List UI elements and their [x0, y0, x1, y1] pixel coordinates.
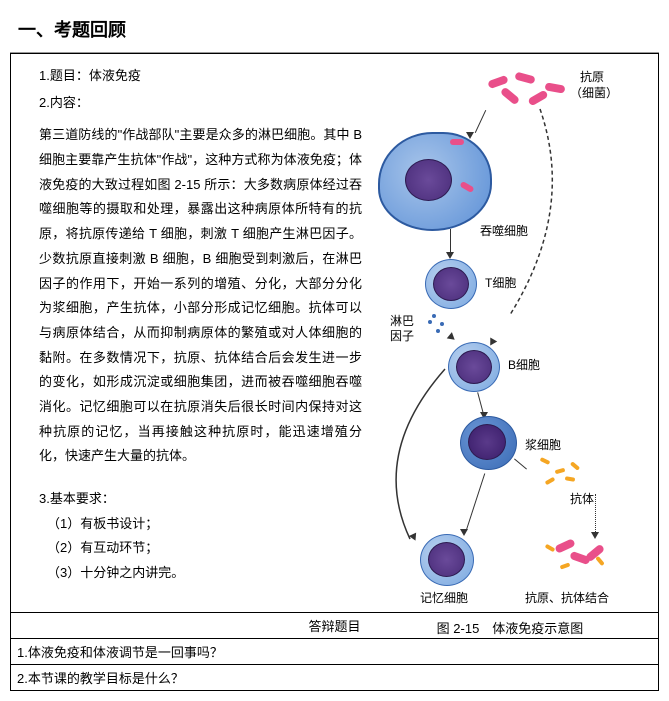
- requirements: 3.基本要求： （1）有板书设计； （2）有互动环节； （3）十分钟之内讲完。: [39, 487, 362, 586]
- antibody-icon: [565, 476, 576, 482]
- plasma-label: 浆细胞: [525, 436, 561, 453]
- t-cell-nucleus: [433, 267, 469, 301]
- antibody-icon: [545, 477, 556, 485]
- antigen-label: 抗原: [580, 68, 604, 85]
- antibody-icon: [540, 457, 551, 465]
- req-1: （1）有板书设计；: [39, 512, 362, 537]
- text-column: 1.题目：体液免疫 2.内容： 第三道防线的"作战部队"主要是众多的淋巴细胞。其…: [39, 64, 370, 604]
- antibody-icon: [555, 468, 566, 474]
- arrow-line: [466, 473, 485, 530]
- top-panel: 1.题目：体液免疫 2.内容： 第三道防线的"作战部队"主要是众多的淋巴细胞。其…: [11, 54, 658, 612]
- lymphokine-dot: [432, 314, 436, 318]
- binding-label: 抗原、抗体结合: [525, 589, 609, 606]
- bacteria-icon: [514, 72, 535, 85]
- bacteria-label: （细菌）: [570, 84, 618, 101]
- bacteria-icon: [544, 82, 565, 93]
- req-3: （3）十分钟之内讲完。: [39, 561, 362, 586]
- antibody-icon: [545, 544, 556, 552]
- arrow-head: [447, 332, 458, 343]
- curve-arrow: [380, 364, 460, 544]
- arrow-head: [591, 532, 599, 539]
- plasma-nucleus: [468, 424, 506, 460]
- dashed-arrow: [510, 104, 610, 354]
- arrow-head: [446, 252, 454, 259]
- antibody-icon: [595, 556, 604, 566]
- title-line: 1.题目：体液免疫: [39, 64, 362, 89]
- req-header: 3.基本要求：: [39, 487, 362, 512]
- lymphokine-label2: 因子: [390, 327, 414, 344]
- arrow-line: [475, 110, 486, 133]
- lymphokine-dot: [440, 322, 444, 326]
- bacteria-icon: [450, 139, 464, 145]
- bacteria-icon: [500, 87, 520, 106]
- memory-label: 记忆细胞: [420, 589, 468, 606]
- bcell-label: B细胞: [508, 356, 540, 373]
- dotted-line: [595, 494, 596, 534]
- antibody-icon: [570, 461, 580, 470]
- arrow-line: [450, 229, 451, 254]
- figure-caption: 图 2-15 体液免疫示意图: [370, 618, 650, 637]
- lymphokine-dot: [436, 329, 440, 333]
- question-1: 1.体液免疫和体液调节是一回事吗？: [11, 638, 658, 664]
- lymphokine-dot: [428, 320, 432, 324]
- antibody-label: 抗体: [570, 490, 594, 507]
- antibody-icon: [560, 562, 571, 569]
- b-cell-nucleus: [456, 350, 492, 384]
- arrow-line: [477, 392, 484, 414]
- content-line: 2.内容：: [39, 91, 362, 116]
- req-2: （2）有互动环节；: [39, 536, 362, 561]
- arrow-head: [460, 529, 468, 536]
- arrow-line: [514, 458, 527, 469]
- main-container: 1.题目：体液免疫 2.内容： 第三道防线的"作战部队"主要是众多的淋巴细胞。其…: [10, 53, 659, 691]
- section-header: 一、考题回顾: [10, 10, 659, 53]
- body-text: 第三道防线的"作战部队"主要是众多的淋巴细胞。其中 B 细胞主要靠产生抗体"作战…: [39, 123, 362, 469]
- memory-nucleus: [428, 542, 465, 577]
- diagram: 抗原 （细菌） 吞噬细胞 T细胞 淋巴 因子: [370, 64, 650, 604]
- question-2: 2.本节课的教学目标是什么？: [11, 664, 658, 690]
- phagocyte-nucleus: [405, 159, 452, 201]
